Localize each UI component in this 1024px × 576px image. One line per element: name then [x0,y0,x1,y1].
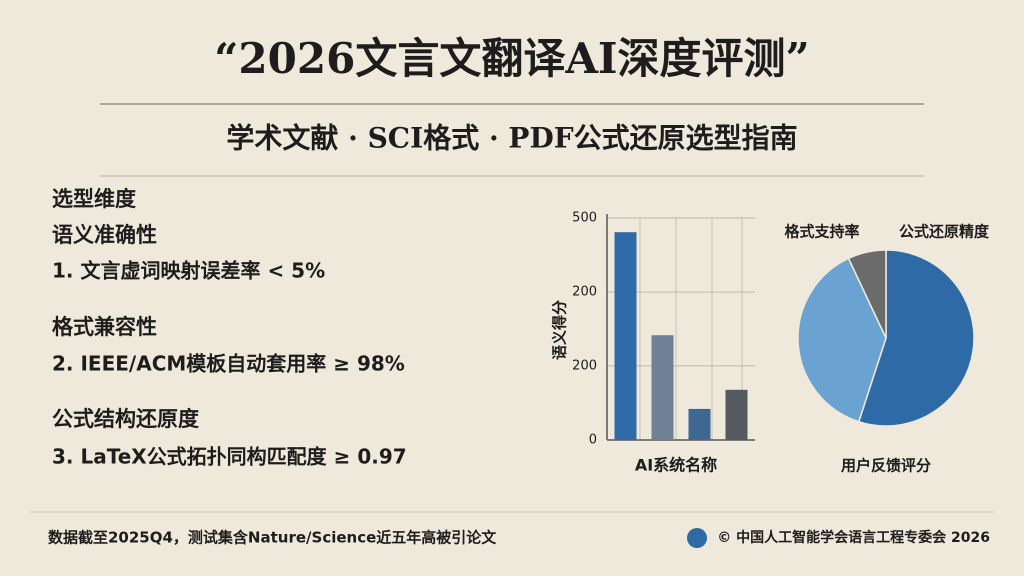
pie-slice [857,249,975,427]
y-tick-label: 0 [589,433,597,448]
pie-label: 公式还原精度 [899,223,990,241]
y-axis-label: 语义得分 [551,300,569,360]
y-tick-label: 200 [572,358,597,373]
bar [725,389,748,440]
pie-label: 用户反馈评分 [841,457,931,475]
criterion-name: 语义准确性 [52,223,157,247]
criterion-metric: 1. 文言虚词映射误差率 < 5% [52,259,325,283]
title: “2026文言文翻译AI深度评测” [214,34,809,83]
bar [614,232,637,440]
criterion-metric: 3. LaTeX公式拓扑同构匹配度 ≥ 0.97 [52,445,407,469]
subtitle: 学术文献 · SCI格式 · PDF公式还原选型指南 [226,122,797,155]
footer-note: 数据截至2025Q4，测试集含Nature/Science近五年高被引论文 [48,529,497,547]
criterion-name: 公式结构还原度 [52,407,199,431]
criterion-metric: 2. IEEE/ACM模板自动套用率 ≥ 98% [52,352,405,376]
criterion-name: 格式兼容性 [52,315,157,339]
copyright: © 中国人工智能学会语言工程专委会 2026 [717,529,990,546]
pie-label: 格式支持率 [784,223,859,241]
bar [651,335,674,440]
y-tick-label: 200 [572,285,597,300]
y-tick-label: 500 [572,211,597,226]
bar [688,408,711,440]
pie-slice [797,257,887,423]
criteria-heading: 选型维度 [52,187,136,211]
logo [687,528,707,548]
pie-slice [847,249,887,339]
x-axis-label: AI系统名称 [635,456,717,475]
